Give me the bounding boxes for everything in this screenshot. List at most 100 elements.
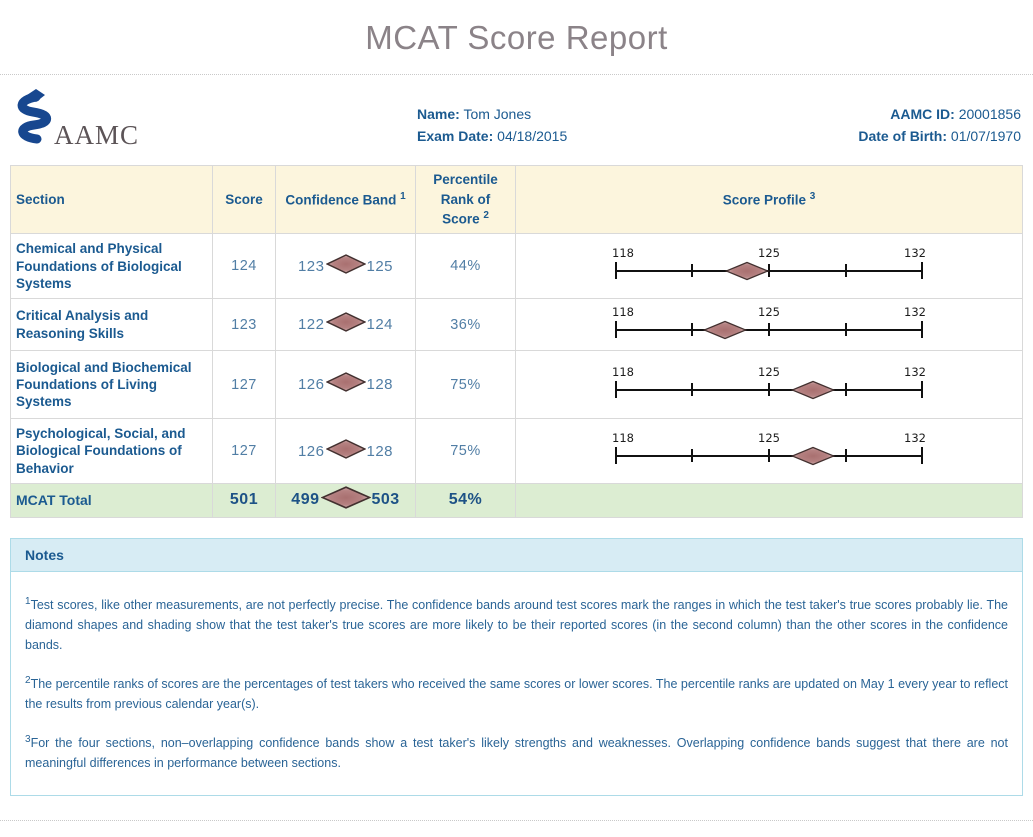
aamc-logo-text: AAMC (54, 120, 140, 150)
axis-label-min: 118 (612, 304, 634, 319)
candidate-name-line: Name: Tom Jones (417, 103, 567, 125)
axis-tick (768, 449, 770, 463)
page-title: MCAT Score Report (365, 19, 668, 56)
score-profile-chart: 118 125 132 (612, 243, 926, 289)
aamc-id-line: AAMC ID: 20001856 (858, 103, 1021, 125)
profile-diamond-icon (791, 380, 835, 399)
bottom-divider (0, 820, 1033, 822)
axis-tick (845, 449, 847, 463)
dob-value: 01/07/1970 (950, 128, 1021, 144)
note-item-1: 1Test scores, like other measurements, a… (25, 595, 1008, 653)
axis-tick (768, 322, 770, 336)
name-label: Name: (417, 106, 460, 122)
score-value: 124 (212, 233, 276, 300)
axis-tick (921, 262, 923, 280)
axis-label-max: 132 (904, 246, 926, 261)
axis-tick (615, 320, 617, 338)
exam-date-value: 04/18/2015 (497, 128, 568, 144)
axis-tick (768, 382, 770, 396)
score-profile-cell: 118 125 132 (515, 298, 1023, 352)
axis-tick (691, 264, 693, 278)
axis-tick (921, 447, 923, 465)
section-name: Critical Analysis and Reasoning Skills (10, 298, 213, 352)
score-profile-chart: 118 125 132 (612, 302, 926, 348)
header-percentile: Percentile Rank of Score 2 (415, 164, 516, 235)
aamc-id-value: 20001856 (958, 106, 1021, 122)
table-row: MCAT Total 501 499 503 54% (10, 482, 1023, 518)
dob-label: Date of Birth: (858, 128, 948, 144)
table-row: Biological and Biochemical Foundations o… (10, 350, 1023, 420)
band-low: 126 (297, 442, 325, 460)
band-high: 125 (366, 257, 394, 275)
aamc-serpent-icon (10, 87, 62, 147)
profile-diamond-icon (725, 261, 769, 281)
id-info: AAMC ID: 20001856 Date of Birth: 01/07/1… (858, 103, 1021, 147)
name-value: Tom Jones (463, 106, 532, 122)
section-name: MCAT Total (10, 482, 213, 518)
score-profile-cell (515, 482, 1023, 518)
section-name: Psychological, Social, and Biological Fo… (10, 418, 213, 484)
confidence-band: 499 503 (275, 482, 416, 518)
header-score: Score (212, 164, 276, 235)
axis-label-mid: 125 (758, 431, 780, 446)
section-name: Biological and Biochemical Foundations o… (10, 350, 213, 420)
candidate-info: Name: Tom Jones Exam Date: 04/18/2015 (417, 103, 567, 147)
axis-label-min: 118 (612, 364, 634, 379)
table-header-row: Section Score Confidence Band 1 Percenti… (10, 164, 1023, 235)
note-item-2: 2The percentile ranks of scores are the … (25, 675, 1008, 712)
percentile-value: 75% (415, 350, 516, 420)
profile-diamond-icon (791, 446, 835, 466)
axis-tick (615, 380, 617, 398)
note-item-3: 3For the four sections, non–overlapping … (25, 734, 1008, 771)
percentile-value: 36% (415, 298, 516, 352)
dob-line: Date of Birth: 01/07/1970 (858, 125, 1021, 147)
score-table: Section Score Confidence Band 1 Percenti… (10, 164, 1023, 518)
axis-label-mid: 125 (758, 364, 780, 379)
band-high: 503 (371, 491, 400, 509)
confidence-band: 126 128 (275, 350, 416, 420)
header-confidence-band: Confidence Band 1 (275, 164, 416, 235)
table-row: Chemical and Physical Foundations of Bio… (10, 233, 1023, 300)
score-value: 127 (212, 418, 276, 484)
axis-tick (921, 320, 923, 338)
axis-tick (691, 449, 693, 463)
band-high: 128 (366, 442, 394, 460)
table-row: Psychological, Social, and Biological Fo… (10, 418, 1023, 484)
percentile-value: 44% (415, 233, 516, 300)
axis-tick (615, 447, 617, 465)
axis-label-max: 132 (904, 431, 926, 446)
axis-label-max: 132 (904, 364, 926, 379)
axis-label-mid: 125 (758, 246, 780, 261)
axis-label-min: 118 (612, 431, 634, 446)
footnote-ref-1: 1 (400, 190, 406, 202)
axis-tick (768, 264, 770, 278)
confidence-diamond-icon (325, 253, 366, 279)
confidence-band: 126 128 (275, 418, 416, 484)
exam-date-line: Exam Date: 04/18/2015 (417, 125, 567, 147)
percentile-value: 75% (415, 418, 516, 484)
confidence-diamond-icon (325, 312, 366, 337)
axis-label-max: 132 (904, 304, 926, 319)
axis-label-mid: 125 (758, 304, 780, 319)
aamc-id-label: AAMC ID: (890, 106, 955, 122)
footnote-ref-3: 3 (809, 190, 816, 202)
score-profile-cell: 118 125 132 (515, 418, 1023, 484)
axis-tick (845, 264, 847, 278)
profile-diamond-icon (703, 320, 747, 339)
confidence-diamond-icon (319, 486, 372, 514)
top-divider (0, 74, 1033, 75)
notes-panel: Notes 1Test scores, like other measureme… (10, 537, 1023, 797)
band-high: 124 (366, 316, 394, 334)
score-profile-chart: 118 125 132 (612, 428, 926, 474)
score-profile-cell: 118 125 132 (515, 233, 1023, 300)
header-score-profile: Score Profile 3 (515, 164, 1023, 235)
axis-label-min: 118 (612, 246, 634, 261)
notes-title: Notes (11, 538, 1022, 572)
confidence-band: 122 124 (275, 298, 416, 352)
band-low: 122 (297, 316, 325, 334)
axis-tick (921, 380, 923, 398)
score-value: 501 (212, 482, 276, 518)
axis-tick (845, 382, 847, 396)
report-header: AAMC Name: Tom Jones Exam Date: 04/18/20… (10, 75, 1023, 163)
section-name: Chemical and Physical Foundations of Bio… (10, 233, 213, 300)
